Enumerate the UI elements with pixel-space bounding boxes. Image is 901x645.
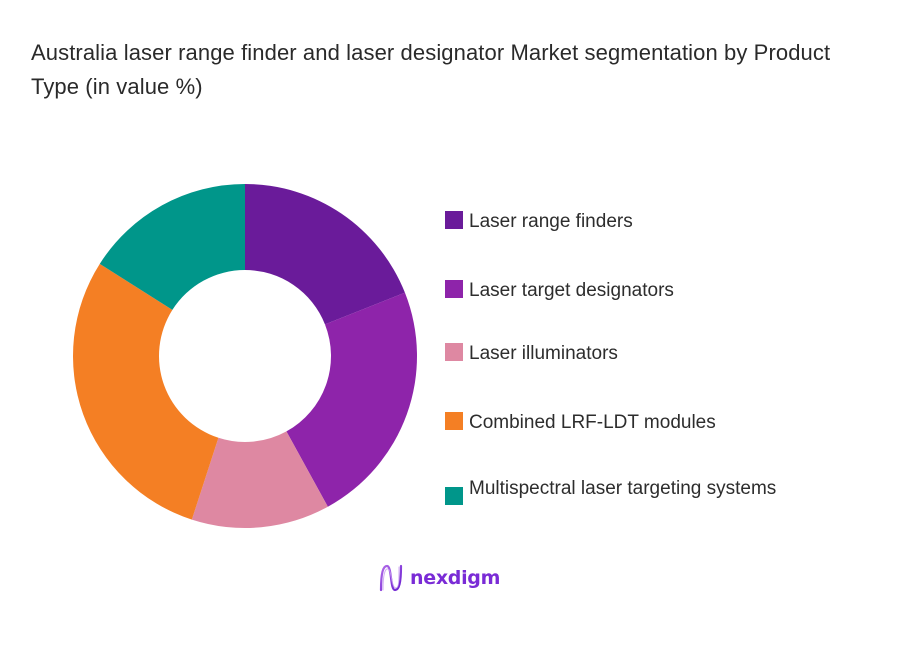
- donut-slice-multispectral-laser-targeting-systems: [99, 184, 245, 310]
- donut-slice-combined-lrf-ldt-modules: [72, 263, 219, 520]
- legend-swatch: [445, 211, 463, 229]
- chart-title: Australia laser range finder and laser d…: [31, 40, 831, 99]
- legend-swatch: [445, 280, 463, 298]
- donut-chart: [72, 184, 417, 528]
- legend-label: Laser range finders: [469, 211, 633, 232]
- legend-item-laser-illuminators: Laser illuminators: [445, 340, 809, 367]
- legend-item-combined-lrf-ldt-modules: Combined LRF-LDT modules: [445, 409, 809, 436]
- nexdigm-wave-icon: [379, 564, 403, 592]
- legend-item-laser-target-designators: Laser target designators: [445, 277, 809, 304]
- legend-swatch: [445, 412, 463, 430]
- legend-label: Laser illuminators: [469, 343, 618, 364]
- donut-slice-laser-target-designators: [286, 292, 417, 507]
- legend-item-laser-range-finders: Laser range finders: [445, 208, 809, 235]
- legend-swatch: [445, 343, 463, 361]
- donut-slice-laser-illuminators: [191, 431, 328, 528]
- legend-label: Multispectral laser targeting systems: [469, 478, 777, 499]
- legend-item-multispectral-laser-targeting-systems: Multispectral laser targeting systems: [445, 475, 789, 505]
- nexdigm-logo: nexdigm: [378, 563, 500, 593]
- legend-swatch: [445, 487, 463, 505]
- donut-slice-laser-range-finders: [245, 184, 405, 325]
- legend-label: Combined LRF-LDT modules: [469, 412, 716, 433]
- legend-label: Laser target designators: [469, 280, 674, 301]
- logo-text: nexdigm: [410, 567, 501, 589]
